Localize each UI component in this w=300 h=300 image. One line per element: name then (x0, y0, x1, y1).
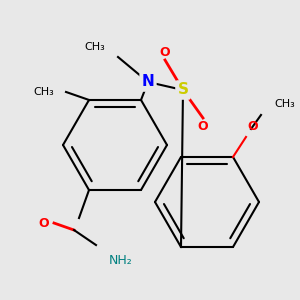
Text: O: O (160, 46, 170, 59)
Text: CH₃: CH₃ (274, 99, 295, 109)
Text: CH₃: CH₃ (84, 42, 105, 52)
Text: CH₃: CH₃ (33, 87, 54, 97)
Text: N: N (142, 74, 154, 89)
Text: NH₂: NH₂ (109, 254, 133, 266)
Text: O: O (198, 119, 208, 133)
Text: O: O (248, 121, 258, 134)
Text: O: O (39, 217, 49, 230)
Text: S: S (178, 82, 188, 98)
